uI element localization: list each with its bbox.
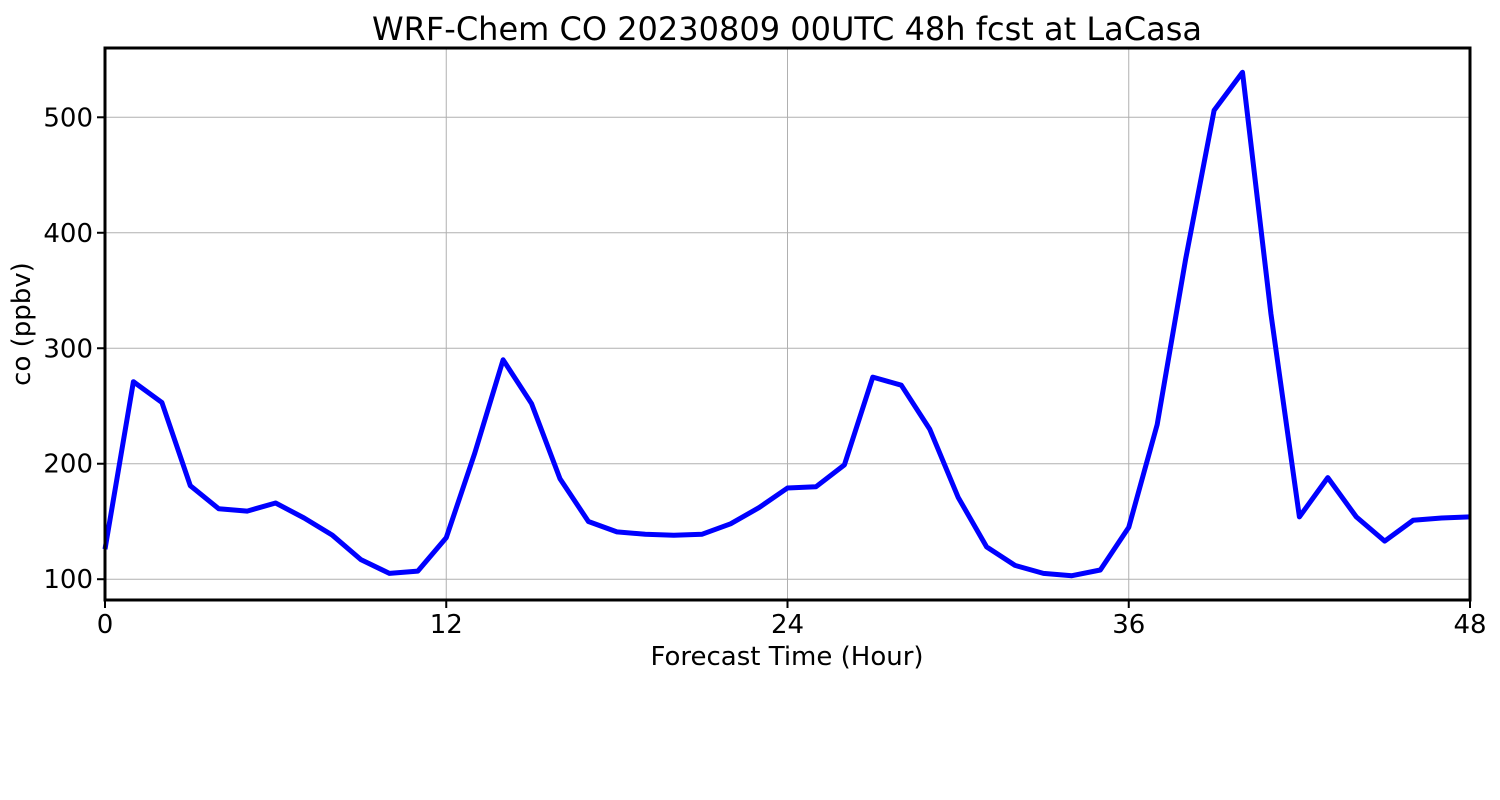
x-tick-label: 48 [1453, 610, 1486, 640]
co-series-line [102, 69, 1471, 579]
x-axis-label: Forecast Time (Hour) [650, 642, 923, 672]
grid-lines [104, 48, 1471, 600]
y-ticks: 100 200 300 400 500 [43, 103, 105, 595]
y-tick-label: 300 [43, 334, 93, 364]
chart-title: WRF-Chem CO 20230809 00UTC 48h fcst at L… [372, 10, 1202, 48]
x-ticks: 0 12 24 36 48 [97, 600, 1487, 640]
y-tick-label: 400 [43, 219, 93, 249]
y-axis-label: co (ppbv) [7, 262, 37, 386]
x-tick-label: 24 [771, 610, 804, 640]
y-tick-label: 500 [43, 103, 93, 133]
y-tick-label: 200 [43, 450, 93, 480]
x-tick-label: 36 [1112, 610, 1145, 640]
x-tick-label: 0 [97, 610, 114, 640]
series-layer [102, 69, 1471, 579]
y-tick-label: 100 [43, 565, 93, 595]
x-tick-label: 12 [430, 610, 463, 640]
